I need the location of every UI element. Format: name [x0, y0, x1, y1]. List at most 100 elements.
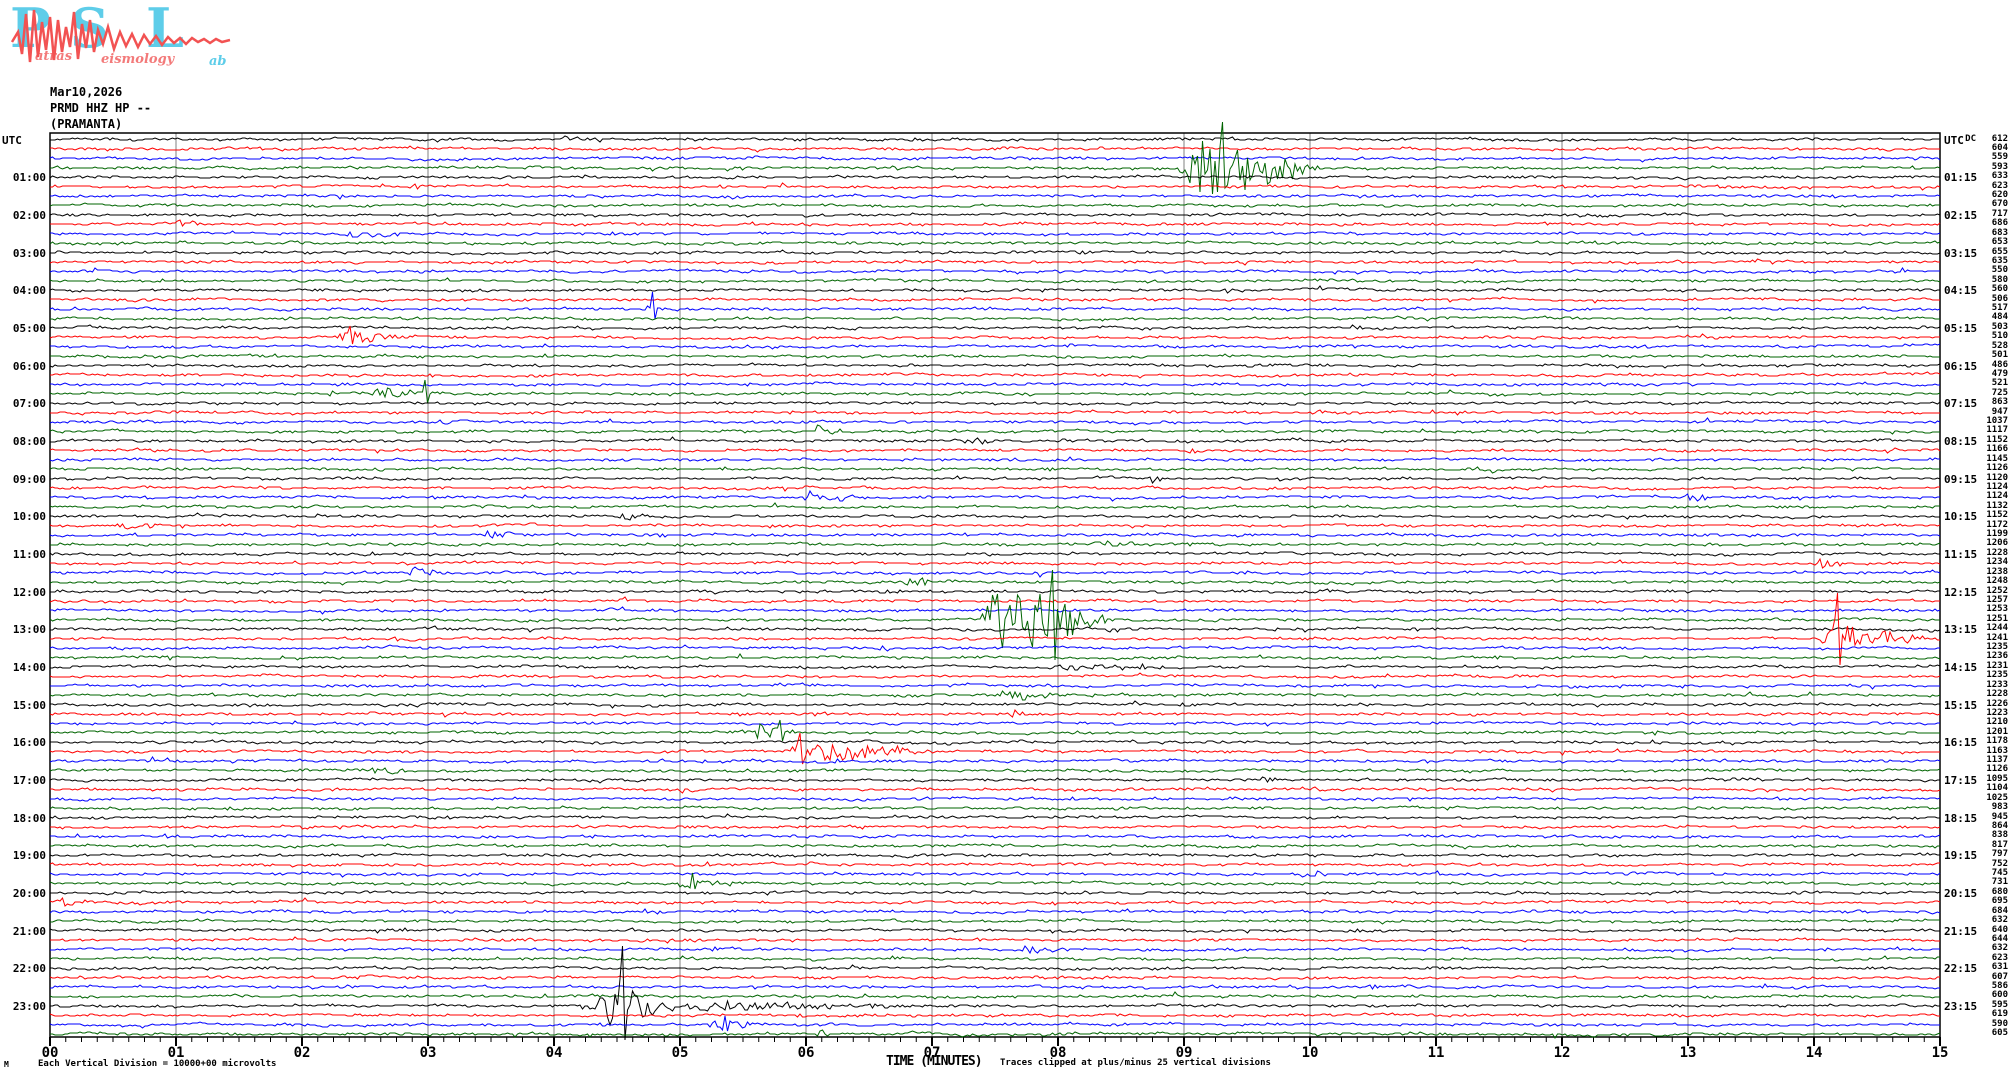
dc-value: 1199 — [1986, 529, 2008, 539]
left-time-label: 10:00 — [12, 510, 46, 524]
dc-value: 655 — [1991, 246, 2008, 257]
dc-value: 1120 — [1986, 472, 2008, 483]
dc-value: 683 — [1991, 227, 2008, 238]
dc-value: 550 — [1991, 265, 2008, 276]
dc-value: 510 — [1991, 331, 2008, 342]
minute-tick-label: 10 — [1301, 1045, 1319, 1061]
dc-value: 653 — [1991, 237, 2008, 248]
watermark-m: M — [4, 1060, 9, 1069]
dc-value: 864 — [1991, 820, 2008, 831]
dc-value: 1253 — [1986, 604, 2008, 615]
dc-value: 644 — [1991, 933, 2008, 944]
minute-tick-label: 07 — [923, 1045, 941, 1061]
dc-value: 1163 — [1986, 745, 2008, 756]
dc-value: 1238 — [1986, 566, 2008, 577]
minute-tick-label: 05 — [671, 1045, 689, 1061]
dc-value: 1132 — [1986, 500, 2008, 511]
dc-value: 947 — [1991, 406, 2008, 417]
dc-value: 863 — [1991, 397, 2008, 408]
right-time-label: 16:15 — [1944, 736, 1978, 750]
right-time-label: 15:15 — [1944, 698, 1978, 712]
dc-value: 1137 — [1986, 755, 2008, 766]
left-time-label: 12:00 — [12, 585, 46, 599]
right-time-label: 21:15 — [1944, 924, 1978, 938]
dc-value: 506 — [1991, 293, 2008, 304]
time-axis-title: TIME (MINUTES) — [886, 1054, 983, 1069]
dc-value: 1223 — [1986, 707, 2008, 718]
left-time-label: 02:00 — [12, 208, 46, 222]
dc-value: 1244 — [1986, 623, 2008, 634]
dc-value: 1178 — [1986, 736, 2008, 747]
header-station-name: (PRAMANTA) — [50, 117, 123, 131]
dc-value: 605 — [1991, 1028, 2008, 1039]
left-time-label: 04:00 — [12, 284, 46, 298]
right-time-label: 08:15 — [1944, 434, 1978, 448]
right-time-label: 02:15 — [1944, 208, 1978, 222]
dc-value: 725 — [1991, 387, 2008, 398]
dc-value: 1236 — [1986, 651, 2008, 662]
dc-value: 607 — [1991, 971, 2008, 982]
dc-value: 1037 — [1986, 416, 2008, 426]
right-time-label: 09:15 — [1944, 472, 1978, 486]
dc-value: 632 — [1991, 943, 2008, 954]
right-time-label: 12:15 — [1944, 585, 1978, 599]
dc-value: 559 — [1991, 152, 2008, 163]
minute-tick-label: 15 — [1931, 1045, 1949, 1061]
right-time-label: 07:15 — [1944, 397, 1978, 411]
dc-value: 745 — [1991, 868, 2008, 879]
dc-value: 731 — [1991, 877, 2008, 888]
header-date: Mar10,2026 — [50, 85, 123, 99]
dc-value: 600 — [1991, 990, 2008, 1001]
dc-value: 486 — [1991, 359, 2008, 370]
left-time-label: 14:00 — [12, 660, 46, 674]
minute-tick-label: 00 — [41, 1045, 59, 1061]
dc-value: 1252 — [1986, 585, 2008, 596]
minute-tick-label: 02 — [293, 1045, 311, 1061]
dc-value: 612 — [1991, 133, 2008, 144]
dc-value: 983 — [1991, 802, 2008, 813]
right-time-label: 17:15 — [1944, 773, 1978, 787]
dc-value: 1235 — [1986, 642, 2008, 653]
dc-value: 1152 — [1986, 510, 2008, 521]
dc-value: 1231 — [1986, 660, 2008, 671]
dc-value: 1104 — [1986, 783, 2008, 794]
dc-value: 640 — [1991, 924, 2008, 935]
left-time-label: 11:00 — [12, 547, 46, 561]
dc-value: 1124 — [1986, 481, 2008, 492]
right-time-label: 06:15 — [1944, 359, 1978, 373]
dc-value: 1166 — [1986, 444, 2008, 455]
dc-value: 817 — [1991, 839, 2008, 850]
dc-value: 1241 — [1986, 632, 2008, 643]
right-time-label: 04:15 — [1944, 284, 1978, 298]
dc-value: 595 — [1991, 999, 2008, 1010]
clip-note: Traces clipped at plus/minus 25 vertical… — [1000, 1058, 1271, 1068]
utc-left-header: UTC — [2, 133, 22, 147]
dc-value: 1233 — [1986, 679, 2008, 690]
dc-value: 619 — [1991, 1009, 2008, 1020]
dc-value: 501 — [1991, 350, 2008, 361]
left-time-label: 05:00 — [12, 321, 46, 335]
right-time-label: 05:15 — [1944, 321, 1978, 335]
minute-tick-label: 08 — [1049, 1045, 1067, 1061]
dc-value: 620 — [1991, 190, 2008, 200]
dc-value: 503 — [1991, 321, 2008, 332]
dc-value: 945 — [1991, 811, 2008, 822]
minute-tick-label: 12 — [1553, 1045, 1571, 1061]
right-time-label: 18:15 — [1944, 811, 1978, 825]
dc-value: 1257 — [1986, 594, 2008, 605]
left-time-label: 20:00 — [12, 886, 46, 900]
left-time-label: 17:00 — [12, 773, 46, 787]
left-time-label: 16:00 — [12, 736, 46, 750]
right-time-label: 20:15 — [1944, 886, 1978, 900]
right-time-label: 01:15 — [1944, 171, 1978, 185]
dc-value: 680 — [1991, 886, 2008, 897]
dc-value: 623 — [1991, 952, 2008, 963]
right-time-label: 11:15 — [1944, 547, 1978, 561]
minute-tick-label: 09 — [1175, 1045, 1193, 1061]
dc-value: 1025 — [1986, 792, 2008, 803]
dc-value: 752 — [1991, 858, 2008, 869]
dc-value: 1226 — [1986, 698, 2008, 709]
left-time-label: 01:00 — [12, 171, 46, 185]
dc-value: 670 — [1991, 199, 2008, 210]
